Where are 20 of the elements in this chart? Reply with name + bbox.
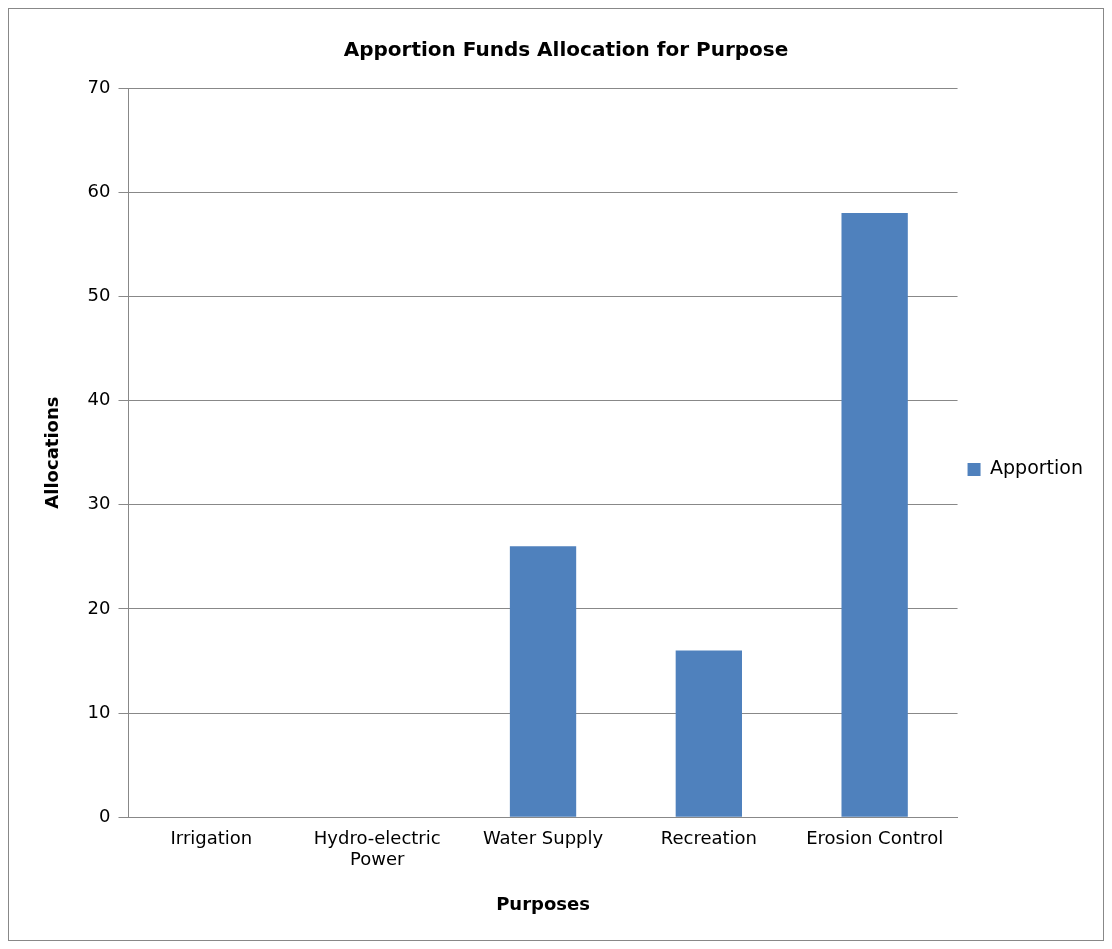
y-tick-label: 60 <box>87 179 111 201</box>
y-axis-title: Allocations <box>41 396 63 509</box>
bar <box>675 650 742 817</box>
x-tick-label: Recreation <box>660 826 757 848</box>
y-tick-label: 70 <box>87 75 111 97</box>
chart-title: Apportion Funds Allocation for Purpose <box>343 37 789 62</box>
y-tick-label: 40 <box>87 388 111 410</box>
y-tick-label: 30 <box>87 492 111 514</box>
x-tick-label: Water Supply <box>482 826 604 848</box>
y-tick-label: 0 <box>99 804 111 826</box>
x-axis-title: Purposes <box>496 892 590 914</box>
bar <box>841 213 908 817</box>
y-tick-label: 10 <box>87 700 111 722</box>
y-tick-label: 50 <box>87 284 111 306</box>
x-tick-label: Irrigation <box>170 826 253 848</box>
bar <box>509 546 577 817</box>
legend-label: Apportion <box>990 456 1083 479</box>
x-tick-label: Hydro-electric Power <box>313 826 441 870</box>
x-tick-label: Erosion Control <box>806 826 944 848</box>
y-tick-label: 20 <box>87 596 111 618</box>
